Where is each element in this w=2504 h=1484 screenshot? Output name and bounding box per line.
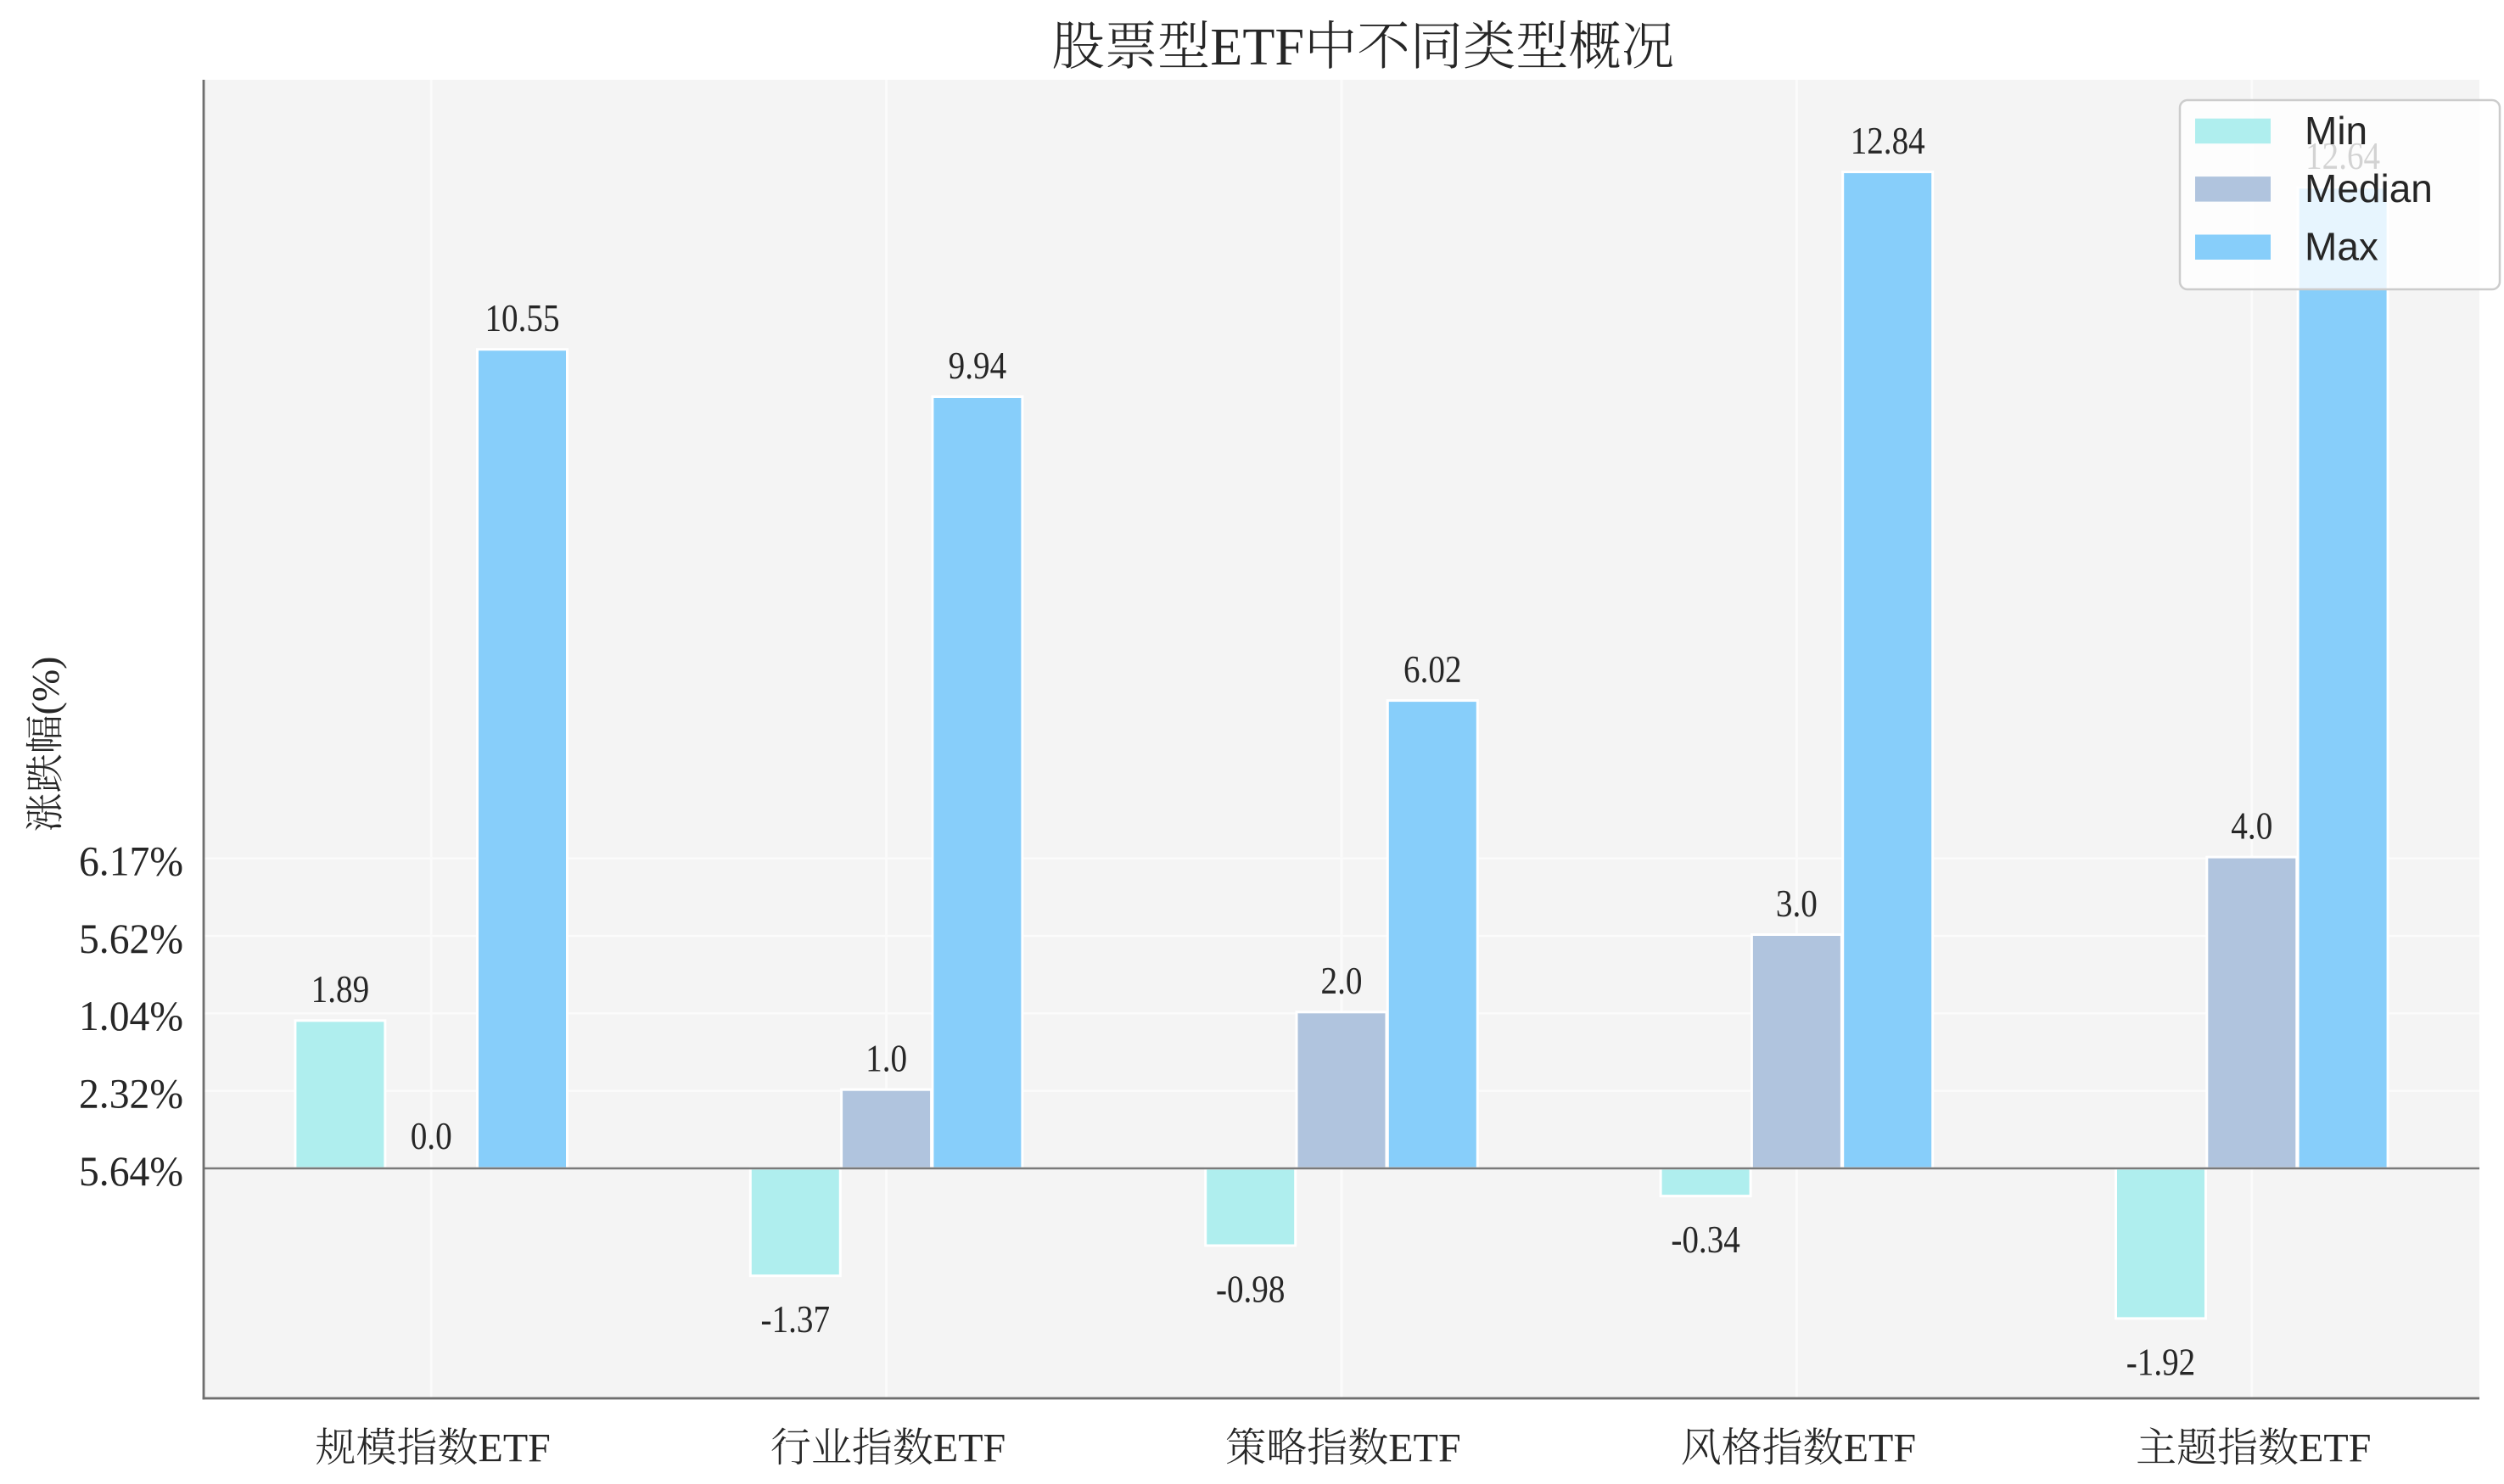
svg-text:-1.37: -1.37 xyxy=(761,1298,831,1341)
svg-text:Max: Max xyxy=(2305,225,2378,269)
svg-text:5.62%: 5.62% xyxy=(79,915,183,962)
svg-text:9.94: 9.94 xyxy=(949,344,1007,387)
svg-text:ETF: ETF xyxy=(2299,1426,2371,1471)
svg-text:2.32%: 2.32% xyxy=(79,1070,183,1117)
svg-text:6.17%: 6.17% xyxy=(79,837,183,884)
svg-text:Min: Min xyxy=(2305,109,2367,153)
svg-text:1.0: 1.0 xyxy=(865,1038,907,1080)
svg-text:1.89: 1.89 xyxy=(311,968,370,1011)
svg-text:2.0: 2.0 xyxy=(1321,960,1363,1002)
svg-text:ETF: ETF xyxy=(1844,1426,1916,1471)
svg-text:ETF: ETF xyxy=(479,1426,551,1471)
svg-text:1.04%: 1.04% xyxy=(79,992,183,1039)
svg-text:ETF: ETF xyxy=(1388,1426,1460,1471)
svg-text:ETF: ETF xyxy=(1210,18,1304,76)
svg-text:-0.34: -0.34 xyxy=(1671,1218,1740,1261)
svg-text:4.0: 4.0 xyxy=(2231,805,2272,848)
svg-text:12.84: 12.84 xyxy=(1851,120,1925,162)
svg-text:5.64%: 5.64% xyxy=(79,1147,183,1195)
svg-text:3.0: 3.0 xyxy=(1776,882,1818,925)
svg-text:(%): (%) xyxy=(24,657,67,715)
svg-text:-1.92: -1.92 xyxy=(2126,1341,2196,1383)
svg-text:ETF: ETF xyxy=(933,1426,1006,1471)
svg-text:Median: Median xyxy=(2305,166,2433,210)
svg-text:10.55: 10.55 xyxy=(485,297,560,339)
svg-text:-0.98: -0.98 xyxy=(1216,1268,1286,1310)
svg-text:0.0: 0.0 xyxy=(411,1115,452,1157)
svg-text:6.02: 6.02 xyxy=(1403,648,1462,691)
